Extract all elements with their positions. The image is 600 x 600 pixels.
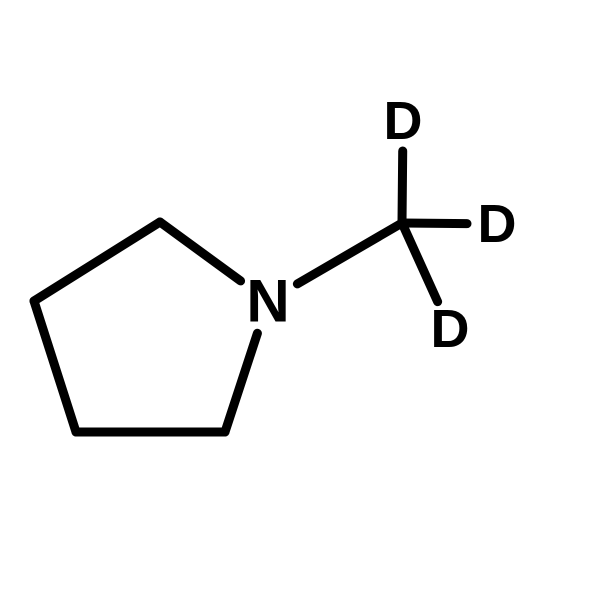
bond: [402, 151, 403, 223]
bond: [225, 333, 257, 432]
atom-label-D1: D: [384, 90, 423, 152]
atom-label-D3: D: [431, 298, 470, 360]
bond: [34, 301, 76, 432]
atom-label-D2: D: [478, 193, 517, 255]
bond: [402, 223, 438, 302]
bond: [297, 223, 402, 284]
bond-layer: [0, 0, 600, 600]
atom-label-N: N: [246, 267, 289, 336]
bond: [34, 222, 160, 301]
bond: [160, 222, 241, 281]
chemical-structure-canvas: NDDD: [0, 0, 600, 600]
bond: [402, 223, 467, 224]
